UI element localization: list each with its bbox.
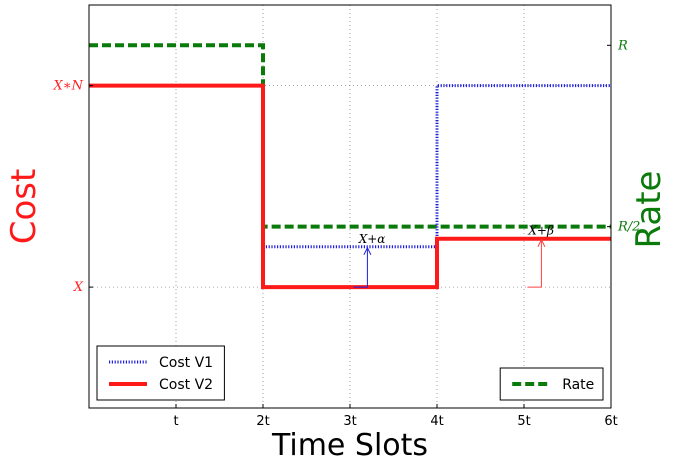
x-tick-label-t: t [173, 414, 178, 429]
annotation-arrowhead-2 [537, 238, 546, 247]
legend-box-lower-left [96, 345, 225, 401]
annotation-label-2: X+β [527, 224, 554, 238]
legend-label-cost-v1: Cost V1 [159, 355, 213, 371]
y-axis-label-left: Cost [4, 169, 44, 245]
annotation-arrow-1 [353, 247, 368, 288]
legends: Cost V1 Cost V2 Rate [96, 345, 604, 401]
x-tick-label-3t: 3t [343, 414, 356, 429]
x-tick-label-2t: 2t [256, 414, 269, 429]
legend-label-cost-v2: Cost V2 [159, 377, 213, 393]
x-tick-label-5t: 5t [517, 414, 530, 429]
x-tick-label-6t: 6t [604, 414, 617, 429]
left-tick-label-x-n: X∗N [53, 79, 84, 94]
right-tick-label-r-2: R/2 [617, 220, 640, 235]
series-line-cost-v1 [263, 84, 611, 249]
annotation-label-1: X+α [358, 232, 386, 246]
x-tick-label-4t: 4t [430, 414, 443, 429]
x-axis-label: Time Slots [271, 428, 428, 463]
right-tick-label-r: R [617, 38, 628, 53]
series-line-rate [89, 43, 611, 229]
series-layer [89, 43, 611, 290]
annotations: X+α X+β [353, 224, 554, 288]
series-line-cost-v2 [89, 83, 611, 290]
left-tick-label-x: X [73, 280, 84, 295]
ticks: t 2t 3t 4t 5t 6t X X∗N R/2 R [53, 38, 641, 429]
annotation-arrowhead-1 [363, 246, 372, 256]
y-axis-label-right: Rate [629, 171, 669, 249]
annotation-arrow-2 [527, 239, 542, 288]
legend-label-rate: Rate [562, 377, 594, 393]
